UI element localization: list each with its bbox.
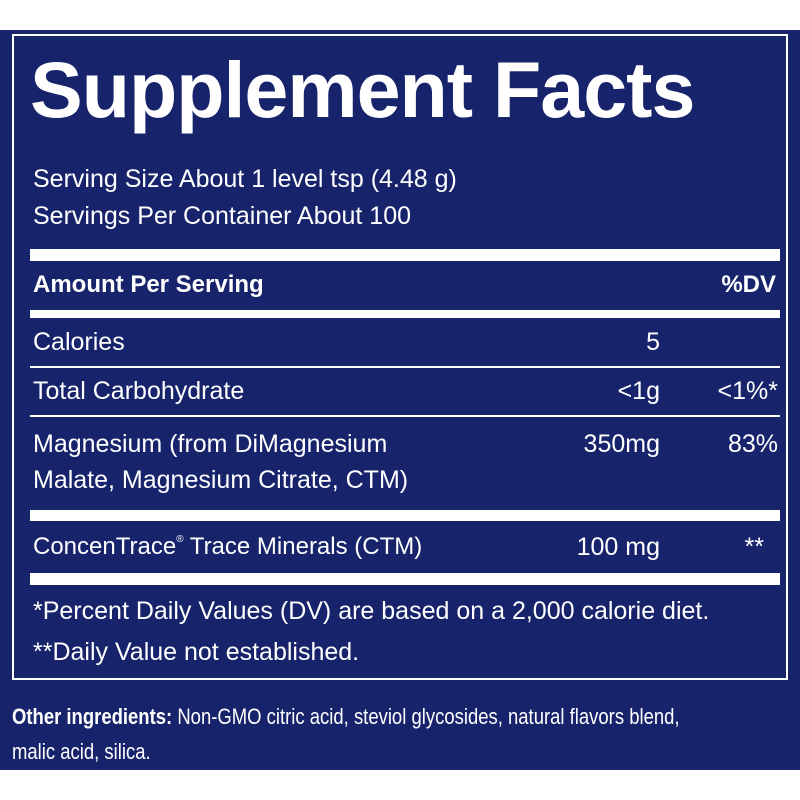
- column-header: %DV: [721, 271, 776, 298]
- rule: [30, 310, 780, 318]
- footnote: *Percent Daily Values (DV) are based on …: [33, 597, 710, 625]
- daily-value: <1%*: [717, 377, 778, 405]
- nutrient-name: Magnesium (from DiMagnesium: [33, 430, 388, 458]
- ingredients-text: Non-GMO citric acid, steviol glycosides,…: [177, 704, 680, 729]
- nutrient-name: ConcenTrace® Trace Minerals (CTM): [33, 535, 422, 559]
- brand: ConcenTrace: [33, 533, 177, 560]
- registered-mark: ®: [176, 534, 184, 545]
- footnote: **Daily Value not established.: [33, 638, 360, 666]
- ingredients-label: Other ingredients:: [12, 704, 173, 729]
- nutrient-name: Malate, Magnesium Citrate, CTM): [33, 466, 409, 494]
- amount: 100 mg: [576, 533, 660, 561]
- column-header: Amount Per Serving: [33, 271, 264, 298]
- facts-box: [12, 34, 788, 680]
- daily-value: **: [744, 533, 764, 561]
- servings-per-container: Servings Per Container About 100: [33, 202, 412, 230]
- nutrient-name: Total Carbohydrate: [33, 377, 245, 405]
- title: Supplement Facts: [30, 45, 695, 134]
- serving-size: Serving Size About 1 level tsp (4.48 g): [33, 165, 457, 193]
- amount: <1g: [617, 377, 660, 405]
- thick-rule: [30, 249, 780, 261]
- thick-rule: [30, 573, 780, 585]
- amount: 5: [646, 328, 660, 356]
- thick-rule: [30, 510, 780, 521]
- thin-rule: [30, 366, 780, 368]
- daily-value: 83%: [727, 430, 778, 458]
- amount: 350mg: [583, 430, 660, 458]
- ingredients-text: malic acid, silica.: [12, 739, 151, 764]
- nutrient-name: Calories: [33, 328, 125, 356]
- label-panel: Supplement Facts Serving Size About 1 le…: [0, 30, 800, 770]
- other-ingredients: Other ingredients: Non-GMO citric acid, …: [12, 706, 680, 728]
- thin-rule: [30, 415, 780, 417]
- name-rest: Trace Minerals (CTM): [189, 533, 423, 560]
